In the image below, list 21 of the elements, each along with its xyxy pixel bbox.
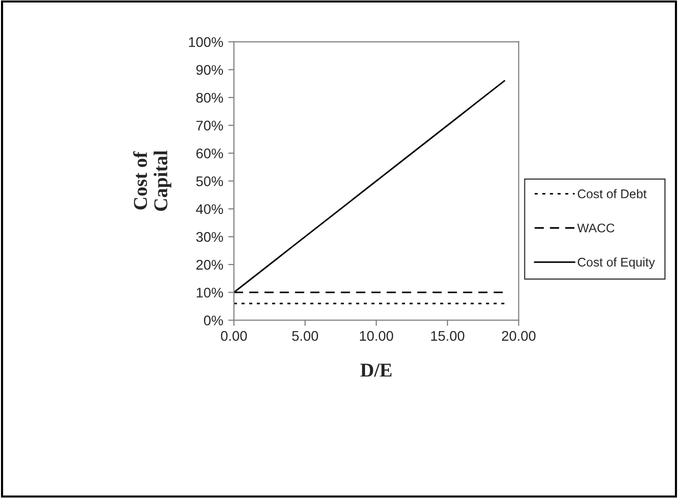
y-tick-label: 10% — [196, 288, 223, 298]
legend-label: Cost of Equity — [578, 257, 655, 270]
y-tick-label: 30% — [196, 232, 223, 242]
x-tick-label: 0.00 — [220, 330, 247, 341]
y-tick-label: 0% — [204, 316, 223, 326]
y-tick-label: 90% — [196, 65, 223, 75]
y-tick-label: 40% — [196, 204, 223, 214]
y-tick-label: 60% — [196, 148, 223, 158]
y-tick-label: 50% — [196, 176, 223, 186]
x-tick-label: 10.00 — [360, 330, 394, 341]
x-tick-label: 20.00 — [502, 330, 536, 341]
x-tick-label: 15.00 — [431, 330, 464, 341]
y-tick-label: 70% — [196, 120, 223, 131]
x-tick-label: 5.00 — [292, 330, 318, 341]
legend-label: WACC — [577, 224, 614, 232]
y-axis-title: Cost of Capital — [133, 150, 172, 211]
y-tick-label: 80% — [196, 92, 223, 103]
legend-label: Cost of Debt — [578, 189, 647, 198]
y-tick-label: 20% — [196, 260, 223, 270]
x-axis-title: D/E — [360, 364, 392, 377]
y-tick-label: 100% — [189, 37, 223, 47]
